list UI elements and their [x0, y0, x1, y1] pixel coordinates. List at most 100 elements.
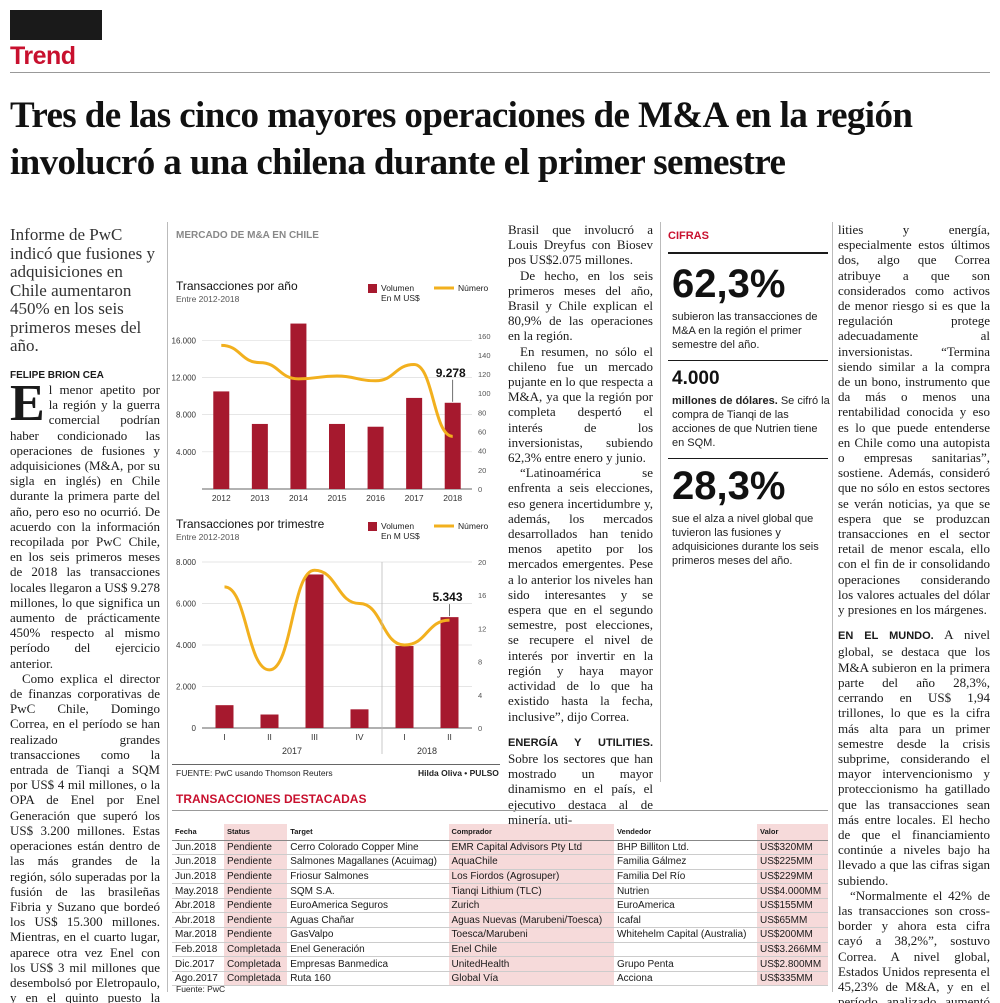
table-row: Jun.2018 Pendiente Cerro Colorado Copper M…: [172, 840, 828, 856]
paragraph: Como explica el director de finanzas cor…: [10, 670, 160, 1003]
byline: FELIPE BRION CEA: [10, 370, 104, 381]
x-tick-label: II: [267, 732, 272, 742]
cifra-text: millones de dólares. Se cifró la compra …: [672, 394, 832, 450]
chart-section-title: MERCADO DE M&A EN CHILE: [176, 230, 319, 241]
legend-label-volume-unit: En M US$: [381, 531, 420, 541]
deck: Informe de PwC indicó que fusiones y adq…: [10, 225, 155, 355]
y-tick-label: 4.000: [176, 448, 197, 457]
x-tick-label: I: [223, 732, 225, 742]
bar: [444, 402, 461, 489]
divider: [668, 360, 828, 361]
chart-subtitle: Entre 2012-2018: [176, 294, 240, 304]
chart-subtitle: Entre 2012-2018: [176, 532, 240, 542]
column-divider: [660, 222, 661, 782]
table-cell: Aguas Chañar: [287, 912, 449, 929]
table-cell: BHP Billiton Ltd.: [613, 840, 758, 856]
x-tick-label: 2013: [250, 493, 269, 503]
cifra-bold: millones de dólares.: [672, 395, 778, 407]
legend-label-volume-unit: En M US$: [381, 293, 420, 303]
table-cell: Abr.2018: [172, 898, 224, 914]
y-tick-label: 12.000: [172, 373, 197, 382]
chart-title: Transacciones por trimestre: [176, 517, 325, 531]
table-cell: Pendiente: [223, 840, 288, 856]
x-tick-label: 2014: [289, 493, 308, 503]
group-label: 2017: [282, 746, 302, 756]
table-cell: US$229MM: [757, 869, 828, 885]
col-header-valor: Valor: [757, 824, 828, 841]
table-cell: Pendiente: [223, 869, 288, 885]
table-cell: Completada: [223, 971, 288, 987]
divider: [668, 252, 828, 254]
dropcap: E: [10, 375, 45, 432]
table-cell: Jun.2018: [172, 869, 224, 885]
table-cell: Jun.2018: [172, 840, 224, 856]
table-cell: [613, 942, 758, 958]
bar: [440, 617, 459, 728]
legend-swatch-volume: [368, 522, 377, 531]
table-cell: US$335MM: [757, 971, 828, 987]
bar: [329, 423, 345, 489]
x-tick-label: 2017: [405, 493, 424, 503]
article-column-2: Brasil que involucró a Louis Dreyfus con…: [508, 222, 653, 827]
table-header-row: Fecha Status Target Comprador Vendedor V…: [172, 824, 828, 841]
table-source: Fuente: PwC: [176, 984, 226, 994]
data-label: 5.343: [432, 590, 462, 604]
table-row: Ago.2017 Completada Ruta 160 Global Vía Acci…: [172, 971, 828, 987]
table-cell: Tianqi Lithium (TLC): [448, 883, 614, 899]
cifra-value: 28,3%: [672, 464, 786, 508]
y-tick-label: 0: [192, 724, 197, 733]
paragraph: Brasil que involucró a Louis Dreyfus con…: [508, 222, 653, 268]
y2-tick-label: 12: [478, 624, 486, 633]
chart-title: Transacciones por año: [176, 279, 298, 293]
table-cell: Empresas Banmedica: [287, 956, 449, 972]
bar: [260, 714, 279, 728]
table-cell: EuroAmerica Seguros: [287, 898, 449, 914]
table-cell: Ago.2017: [172, 971, 224, 987]
table-cell: US$200MM: [757, 927, 828, 943]
table-cell: Whitehelm Capital (Australia): [613, 927, 758, 943]
paragraph: “Latinoamérica se enfrenta a seis elecci…: [508, 465, 653, 724]
table-row: May.2018 Pendiente SQM S.A. Tianqi Lithium …: [172, 883, 828, 899]
table-cell: Acciona: [613, 971, 758, 987]
table-row: Jun.2018 Pendiente Friosur Salmones Los Fio…: [172, 869, 828, 885]
series-line: [221, 343, 454, 438]
y2-tick-label: 4: [478, 691, 482, 700]
table-cell: Abr.2018: [172, 912, 224, 929]
y-tick-label: 8.000: [176, 558, 197, 567]
table-cell: US$155MM: [757, 898, 828, 914]
y2-tick-label: 140: [478, 351, 491, 360]
bar: [213, 391, 230, 489]
table-cell: Pendiente: [223, 912, 288, 929]
paragraph: l menor apetito por la región y la guerr…: [10, 382, 160, 671]
divider: [668, 458, 828, 459]
column-divider: [167, 222, 168, 992]
transactions-table: Fecha Status Target Comprador Vendedor V…: [172, 824, 828, 987]
table-cell: Feb.2018: [172, 942, 224, 958]
table-cell: EMR Capital Advisors Pty Ltd: [448, 840, 614, 856]
x-tick-label: III: [311, 732, 318, 742]
section-label: Trend: [10, 42, 76, 70]
table-cell: US$225MM: [757, 854, 828, 870]
x-tick-label: II: [447, 732, 452, 742]
table-cell: US$4.000MM: [757, 883, 828, 899]
y2-tick-label: 100: [478, 389, 491, 398]
paragraph: De hecho, en los seis primeros meses del…: [508, 267, 653, 344]
x-tick-label: 2018: [443, 493, 462, 503]
x-tick-label: IV: [355, 732, 363, 742]
y2-tick-label: 160: [478, 332, 491, 341]
table-row: Abr.2018 Pendiente EuroAmerica Seguros Zuri…: [172, 898, 828, 914]
table-cell: Nutrien: [613, 883, 758, 899]
table-cell: Aguas Nuevas (Marubeni/Toesca): [448, 912, 614, 929]
y2-tick-label: 20: [478, 558, 486, 567]
table-cell: Enel Chile: [448, 942, 614, 958]
legend-label-number: Número: [458, 283, 489, 293]
cifras-label: CIFRAS: [668, 230, 709, 242]
table-row: Dic.2017 Completada Empresas Banmedica Unit…: [172, 956, 828, 972]
table-cell: US$320MM: [757, 840, 828, 856]
chart-credit: Hilda Oliva • PULSO: [418, 768, 499, 778]
y2-tick-label: 0: [478, 485, 482, 494]
col-header-comprador: Comprador: [448, 824, 614, 841]
table-cell: US$65MM: [757, 912, 828, 929]
table-cell: Pendiente: [223, 854, 288, 870]
